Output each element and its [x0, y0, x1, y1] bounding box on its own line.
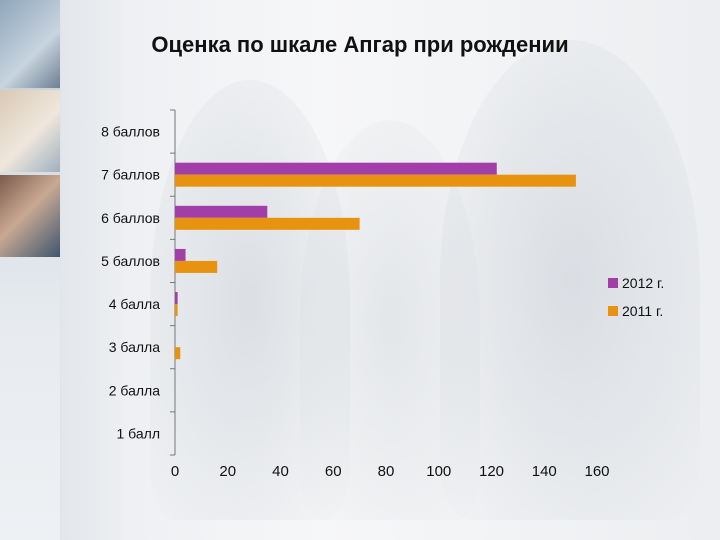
bar-2011	[175, 347, 181, 360]
chart-legend: 2012 г. 2011 г.	[608, 275, 664, 331]
x-tick-label: 40	[272, 463, 289, 480]
legend-item-2012: 2012 г.	[608, 275, 664, 291]
bar-2012	[175, 162, 497, 175]
x-tick-label: 100	[426, 463, 451, 480]
side-photo-strip	[0, 0, 61, 540]
y-tick-label: 5 баллов	[101, 253, 160, 269]
x-tick-label: 120	[479, 463, 504, 480]
legend-item-2011: 2011 г.	[608, 303, 664, 319]
bar-2011	[175, 260, 218, 273]
legend-label-2011: 2011 г.	[622, 303, 664, 319]
background-figure	[150, 80, 350, 520]
x-tick-label: 160	[584, 463, 609, 480]
x-tick-label: 0	[171, 463, 179, 480]
bar-2012	[175, 292, 178, 305]
x-tick-label: 20	[219, 463, 236, 480]
x-tick-label: 140	[532, 463, 557, 480]
x-tick-label: 60	[325, 463, 342, 480]
y-tick-label: 6 баллов	[101, 210, 160, 226]
legend-label-2012: 2012 г.	[622, 275, 665, 291]
legend-swatch-2012	[608, 278, 618, 288]
chart-title: Оценка по шкале Апгар при рождении	[151, 32, 569, 57]
bar-2011	[175, 217, 360, 230]
photo-doctors	[0, 0, 60, 88]
photo-patient	[0, 175, 60, 257]
bar-2011	[175, 304, 178, 317]
y-tick-label: 1 балл	[117, 425, 161, 441]
bar-2012	[175, 248, 186, 261]
y-tick-label: 8 баллов	[101, 124, 160, 140]
y-tick-label: 7 баллов	[101, 167, 160, 183]
y-tick-label: 4 балла	[109, 296, 160, 312]
y-tick-label: 2 балла	[109, 382, 160, 398]
legend-swatch-2011	[608, 306, 618, 316]
background-figure	[440, 40, 700, 520]
bar-2011	[175, 174, 576, 187]
x-tick-label: 80	[378, 463, 395, 480]
bar-2012	[175, 205, 268, 218]
y-tick-label: 3 балла	[109, 339, 160, 355]
photo-nurse	[0, 90, 60, 172]
